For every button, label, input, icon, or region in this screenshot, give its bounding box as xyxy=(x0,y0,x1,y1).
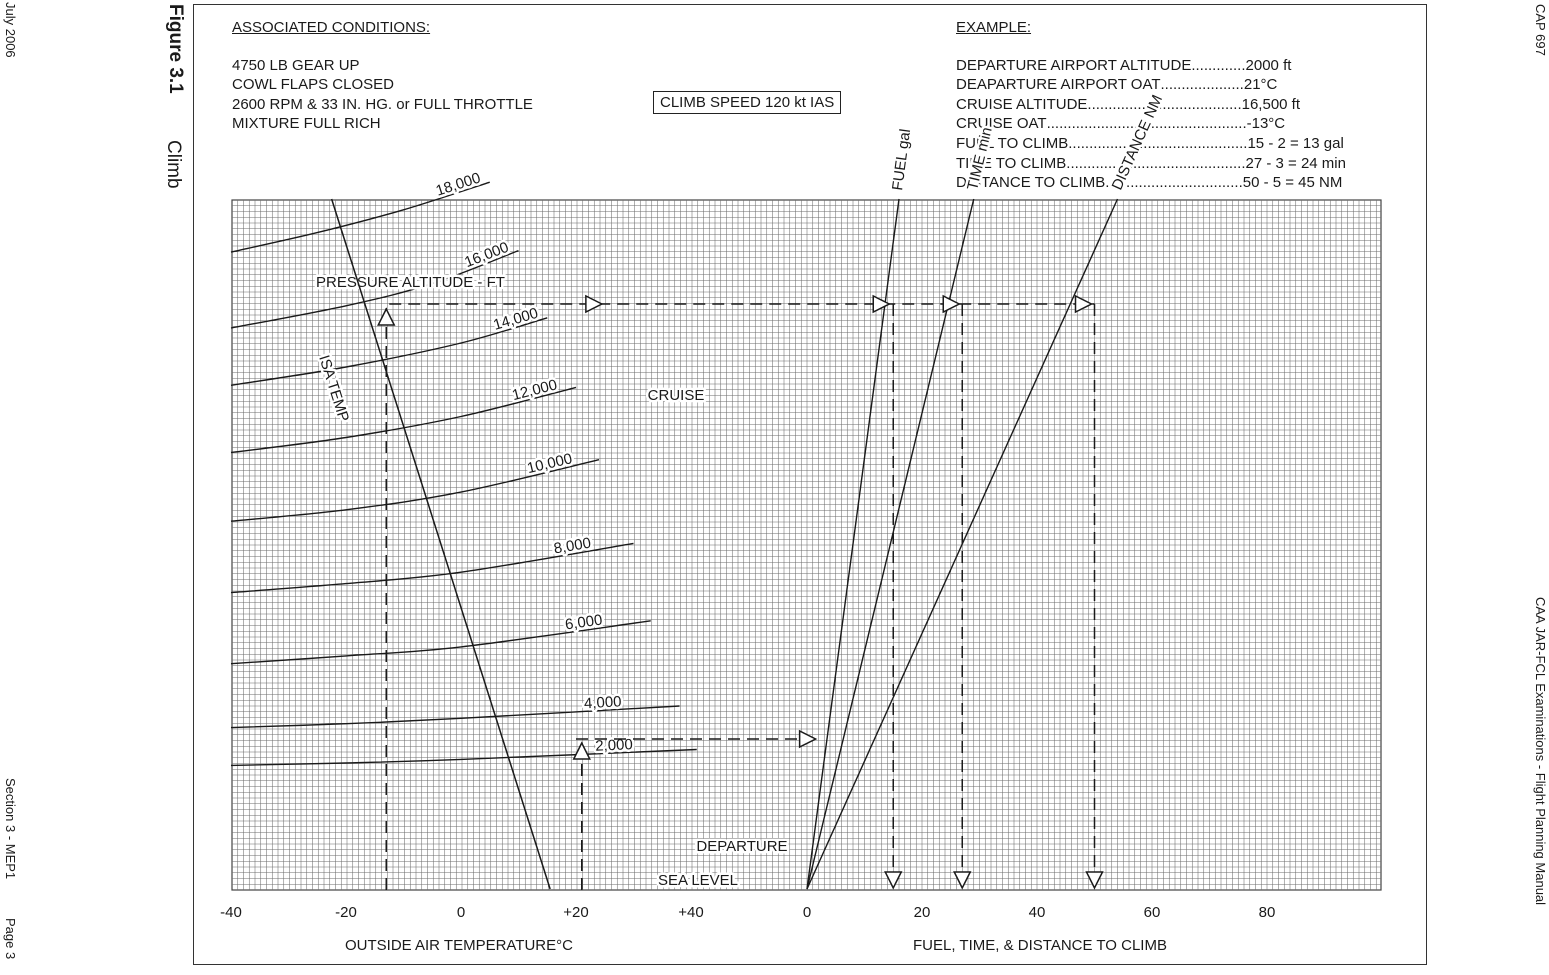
pressure-altitude-title: PRESSURE ALTITUDE - FT xyxy=(316,274,505,291)
example-dots: .................... xyxy=(1160,76,1244,94)
example-dots: ..................................... xyxy=(1087,95,1242,113)
example-value: 15 - 2 = 13 gal xyxy=(1247,134,1344,152)
example-dots: ........................................… xyxy=(1046,115,1247,133)
example-label: FUEL TO CLIMB xyxy=(956,134,1069,152)
example-heading: EXAMPLE: xyxy=(956,19,1032,36)
altitude-line xyxy=(230,620,651,665)
example-row: DEAPARTURE AIRPORT OAT..................… xyxy=(956,75,1346,95)
example-departure-path xyxy=(576,738,816,890)
example-row: TIME TO CLIMB...........................… xyxy=(956,154,1346,174)
example-row: DEPARTURE AIRPORT ALTITUDE............. 2… xyxy=(956,56,1346,76)
climb-speed-box: CLIMB SPEED 120 kt IAS xyxy=(653,91,842,114)
example-label: DISTANCE TO CLIMB xyxy=(956,174,1106,192)
x-tick-label: 20 xyxy=(914,904,931,921)
altitude-line xyxy=(230,748,697,767)
conditions-block: ASSOCIATED CONDITIONS: 4750 LB GEAR UP C… xyxy=(232,18,533,134)
arrow-right-time xyxy=(942,294,961,314)
altitude-line xyxy=(230,705,680,729)
example-value: -13°C xyxy=(1246,115,1286,133)
x-axis-title-temperature: OUTSIDE AIR TEMPERATURE°C xyxy=(345,937,573,954)
example-row: CRUISE ALTITUDE.........................… xyxy=(956,95,1346,115)
example-label: CRUISE OAT xyxy=(956,115,1047,133)
altitude-line xyxy=(230,317,548,386)
altitude-line xyxy=(230,542,634,594)
example-dots: ............. xyxy=(1191,56,1246,74)
sea-level-label: SEA LEVEL xyxy=(658,872,738,889)
climb-series-line xyxy=(806,198,975,890)
series-label: FUEL gal xyxy=(889,128,914,192)
example-value: 21°C xyxy=(1243,76,1278,94)
series-label: TIME min xyxy=(964,126,996,192)
chart-grid xyxy=(231,199,1382,891)
example-value: 50 - 5 = 45 NM xyxy=(1242,174,1343,192)
x-tick-label: 80 xyxy=(1259,904,1276,921)
cruise-label: CRUISE xyxy=(648,387,705,404)
example-row: CRUISE OAT..............................… xyxy=(956,114,1346,134)
x-axis-title-climb: FUEL, TIME, & DISTANCE TO CLIMB xyxy=(913,937,1167,954)
example-dots: ................................. xyxy=(1105,174,1243,192)
climb-series-line xyxy=(806,198,900,890)
condition-line: 2600 RPM & 33 IN. HG. or FULL THROTTLE xyxy=(232,95,533,113)
isa-temp-line xyxy=(330,198,551,890)
condition-line: MIXTURE FULL RICH xyxy=(232,115,381,133)
example-label: DEPARTURE AIRPORT ALTITUDE xyxy=(956,56,1192,74)
example-row: DISTANCE TO CLIMB.......................… xyxy=(956,173,1346,193)
x-tick-label: -40 xyxy=(220,904,242,921)
x-tick-label: 40 xyxy=(1029,904,1046,921)
altitude-line xyxy=(230,459,600,522)
example-label: CRUISE ALTITUDE xyxy=(956,95,1088,113)
example-row: FUEL TO CLIMB...........................… xyxy=(956,134,1346,154)
departure-label: DEPARTURE xyxy=(696,838,787,855)
series-label: DISTANCE NM xyxy=(1109,92,1166,192)
example-block: EXAMPLE: DEPARTURE AIRPORT ALTITUDE.....… xyxy=(956,18,1346,193)
altitude-line xyxy=(230,249,519,329)
x-tick-label: +40 xyxy=(678,904,703,921)
arrow-down-result xyxy=(953,871,972,890)
figure-frame xyxy=(193,4,1427,965)
example-label: TIME TO CLIMB xyxy=(956,154,1067,172)
example-label: DEAPARTURE AIRPORT OAT xyxy=(956,76,1161,94)
arrow-right-cruise xyxy=(585,294,604,314)
arrow-right-departure xyxy=(798,729,818,749)
arrow-right-distance xyxy=(1074,294,1094,314)
altitude-label: 4,000 xyxy=(584,693,622,712)
x-tick-label: 60 xyxy=(1144,904,1161,921)
arrow-up-departure xyxy=(572,741,591,760)
altitude-label: 18,000 xyxy=(434,169,483,199)
x-tick-label: +20 xyxy=(563,904,588,921)
x-tick-label: -20 xyxy=(335,904,357,921)
altitude-line xyxy=(230,181,490,253)
x-tick-label: 0 xyxy=(803,904,811,921)
example-dots: ........................................… xyxy=(1068,134,1248,152)
example-value: 27 - 3 = 24 min xyxy=(1245,154,1346,172)
arrow-up-cruise xyxy=(377,307,396,326)
arrow-down-result xyxy=(1085,871,1104,890)
conditions-heading: ASSOCIATED CONDITIONS: xyxy=(232,19,431,36)
arrow-right-fuel xyxy=(872,294,891,314)
example-value: 2000 ft xyxy=(1245,56,1292,74)
example-cruise-path xyxy=(385,303,1095,890)
condition-line: 4750 LB GEAR UP xyxy=(232,56,360,74)
arrow-down-result xyxy=(884,871,903,890)
example-value: 16,500 ft xyxy=(1241,95,1301,113)
condition-line: COWL FLAPS CLOSED xyxy=(232,76,394,94)
example-dots: ........................................… xyxy=(1066,154,1246,172)
x-tick-label: 0 xyxy=(457,904,465,921)
